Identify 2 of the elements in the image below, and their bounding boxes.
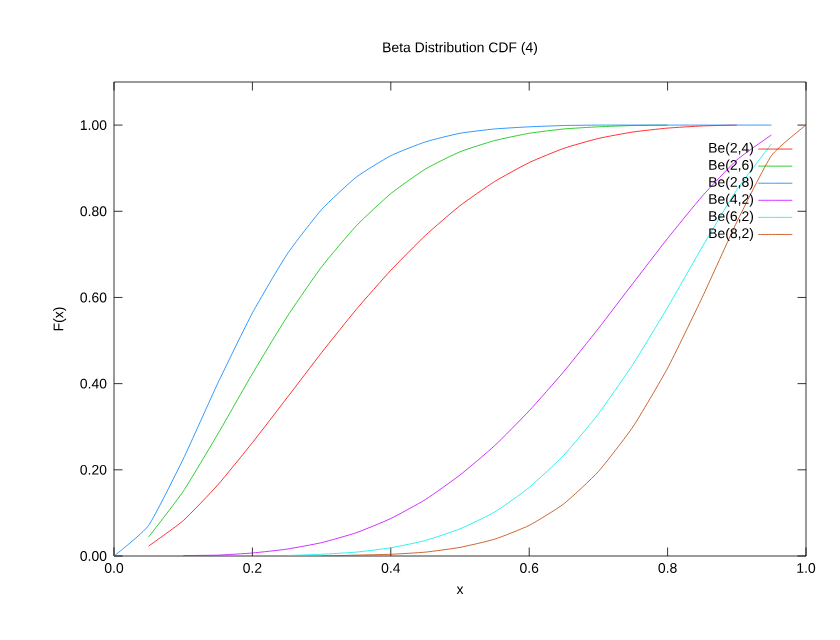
line-series <box>286 143 772 556</box>
line-series <box>321 124 807 556</box>
